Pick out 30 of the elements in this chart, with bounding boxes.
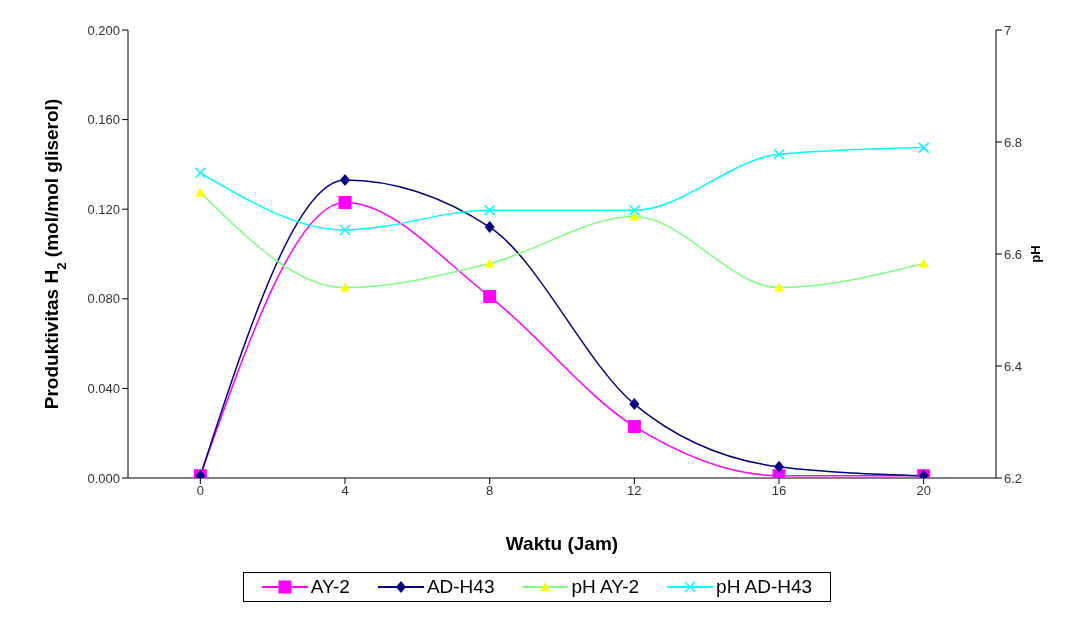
y2-tick-label: 6.2 — [1004, 470, 1023, 486]
point — [483, 290, 497, 304]
y-tick-label: 0.040 — [87, 381, 120, 397]
x-tick-label: 8 — [486, 483, 494, 499]
x-tick-label: 4 — [341, 483, 349, 499]
legend-label: pH AY-2 — [571, 576, 640, 598]
y-tick-label: 0.160 — [87, 112, 120, 128]
point — [340, 174, 350, 187]
y2-tick-label: 7 — [1004, 22, 1012, 38]
y2-tick-label: 6.6 — [1004, 246, 1023, 262]
point — [627, 419, 641, 433]
y-tick-label: 0.080 — [87, 291, 120, 307]
point — [774, 460, 784, 473]
y-tick-label: 0.120 — [87, 201, 120, 217]
y2-tick-label: 6.4 — [1004, 358, 1023, 374]
x-tick-label: 0 — [196, 483, 204, 499]
x-axis-title: Waktu (Jam) — [505, 533, 619, 554]
y2-tick-label: 6.8 — [1004, 134, 1023, 150]
x-tick-label: 20 — [916, 483, 931, 499]
y-tick-label: 0.200 — [87, 22, 120, 38]
x-tick-label: 12 — [627, 483, 642, 499]
legend-label: AD-H43 — [426, 576, 495, 598]
legend-label: pH AD-H43 — [716, 576, 813, 598]
point — [338, 195, 352, 209]
point — [484, 221, 495, 234]
y-tick-label: 0.000 — [87, 470, 120, 486]
y2-axis-title: pH — [1028, 245, 1043, 263]
legend-label: AY-2 — [310, 576, 350, 598]
point — [629, 398, 640, 411]
x-tick-label: 16 — [771, 483, 787, 499]
